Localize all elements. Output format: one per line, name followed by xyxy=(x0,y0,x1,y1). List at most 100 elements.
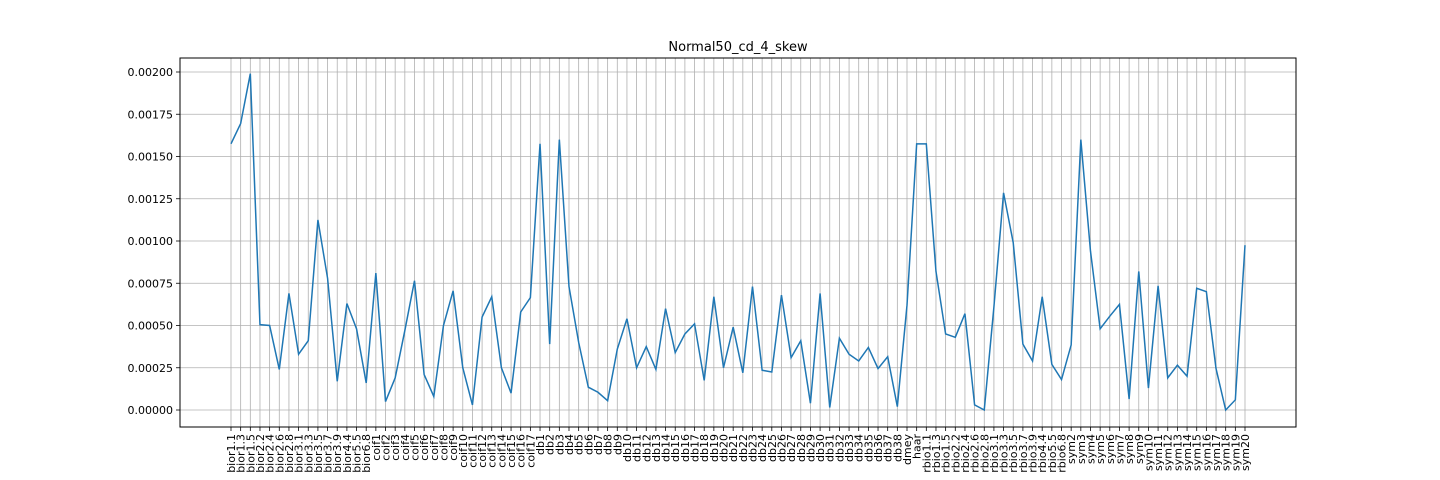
x-tick-label: bior3.1 xyxy=(293,434,306,473)
x-tick-label: sym7 xyxy=(1113,434,1126,464)
x-axis: bior1.1bior1.3bior1.5bior2.2bior2.4bior2… xyxy=(225,427,1252,473)
x-tick-label: sym8 xyxy=(1123,434,1136,464)
x-tick-label: coif3 xyxy=(389,434,402,461)
x-tick-label: rbio2.6 xyxy=(969,434,982,473)
x-tick-label: coif7 xyxy=(428,434,441,461)
x-tick-label: db13 xyxy=(650,434,663,462)
x-tick-label: db37 xyxy=(882,434,895,462)
x-tick-label: sym13 xyxy=(1171,434,1184,471)
x-tick-label: dmey xyxy=(901,434,914,465)
y-tick-label: 0.00025 xyxy=(128,362,174,375)
x-tick-label: db4 xyxy=(563,434,576,455)
x-tick-label: coif6 xyxy=(418,434,431,461)
x-tick-label: haar xyxy=(911,434,924,459)
x-tick-label: db20 xyxy=(718,434,731,462)
x-tick-label: db33 xyxy=(843,434,856,462)
x-tick-label: db34 xyxy=(853,434,866,462)
x-tick-label: db31 xyxy=(824,434,837,462)
x-tick-label: db3 xyxy=(553,434,566,455)
x-tick-label: db14 xyxy=(660,434,673,462)
x-tick-label: db24 xyxy=(756,434,769,462)
x-tick-label: db21 xyxy=(727,434,740,462)
x-tick-label: rbio2.8 xyxy=(978,434,991,473)
y-tick-label: 0.00050 xyxy=(128,320,174,333)
x-tick-label: coif2 xyxy=(380,434,393,461)
x-tick-label: sym5 xyxy=(1094,434,1107,464)
x-tick-label: rbio5.5 xyxy=(1046,434,1059,473)
x-tick-label: coif1 xyxy=(370,434,383,461)
x-tick-label: rbio3.9 xyxy=(1027,434,1040,473)
x-tick-label: rbio3.5 xyxy=(1007,434,1020,473)
x-tick-label: db5 xyxy=(573,434,586,455)
x-tick-label: sym14 xyxy=(1181,434,1194,471)
x-tick-label: sym3 xyxy=(1075,434,1088,464)
x-tick-label: bior1.3 xyxy=(235,434,248,473)
x-tick-label: rbio3.1 xyxy=(988,434,1001,473)
series-line xyxy=(230,73,1246,412)
x-tick-label: db18 xyxy=(698,434,711,462)
x-tick-label: rbio2.4 xyxy=(959,434,972,473)
x-tick-label: bior3.7 xyxy=(322,434,335,473)
x-tick-label: bior2.4 xyxy=(264,434,277,473)
x-tick-label: bior6.8 xyxy=(360,434,373,473)
x-tick-label: db26 xyxy=(775,434,788,462)
x-tick-label: db25 xyxy=(766,434,779,462)
x-tick-label: coif12 xyxy=(476,434,489,468)
x-tick-label: db30 xyxy=(814,434,827,462)
x-tick-label: sym16 xyxy=(1200,434,1213,471)
x-tick-label: db29 xyxy=(804,434,817,462)
x-tick-label: db12 xyxy=(640,434,653,462)
x-tick-label: sym17 xyxy=(1210,434,1223,471)
x-tick-label: sym6 xyxy=(1104,434,1117,464)
x-tick-label: rbio4.4 xyxy=(1036,434,1049,473)
x-tick-label: sym4 xyxy=(1084,434,1097,464)
x-tick-label: db6 xyxy=(582,434,595,455)
x-tick-label: sym2 xyxy=(1065,434,1078,464)
x-tick-label: bior5.5 xyxy=(351,434,364,473)
x-tick-label: bior3.5 xyxy=(312,434,325,473)
y-tick-label: 0.00075 xyxy=(128,277,174,290)
y-tick-label: 0.00100 xyxy=(128,235,174,248)
y-gridlines xyxy=(180,71,1296,411)
x-tick-label: coif9 xyxy=(447,434,460,461)
y-tick-label: 0.00000 xyxy=(128,404,174,417)
x-tick-label: coif8 xyxy=(437,434,450,461)
x-tick-label: rbio2.2 xyxy=(949,434,962,473)
x-tick-label: db8 xyxy=(602,434,615,455)
x-tick-label: db22 xyxy=(737,434,750,462)
x-tick-label: rbio6.8 xyxy=(1056,434,1069,473)
x-tick-label: sym9 xyxy=(1133,434,1146,464)
x-tick-label: coif13 xyxy=(486,434,499,468)
x-tick-label: db32 xyxy=(833,434,846,462)
x-tick-label: db27 xyxy=(785,434,798,462)
y-tick-label: 0.00125 xyxy=(128,193,174,206)
x-tick-label: bior2.2 xyxy=(254,434,267,473)
x-tick-label: sym15 xyxy=(1191,434,1204,471)
x-tick-label: sym12 xyxy=(1162,434,1175,471)
x-tick-label: db16 xyxy=(679,434,692,462)
x-tick-label: rbio1.3 xyxy=(930,434,943,473)
y-axis: 0.00000 0.00025 0.00050 0.00075 0.00100 0.001… xyxy=(128,66,180,417)
x-tick-label: sym18 xyxy=(1220,434,1233,471)
x-tick-label: coif17 xyxy=(524,434,537,468)
x-tick-label: sym20 xyxy=(1239,434,1252,471)
x-tick-label: db10 xyxy=(621,434,634,462)
x-tick-label: db2 xyxy=(544,434,557,455)
x-tick-label: db7 xyxy=(592,434,605,455)
x-tick-label: coif10 xyxy=(457,434,470,468)
x-tick-label: bior1.1 xyxy=(225,434,238,473)
y-tick-label: 0.00175 xyxy=(128,108,174,121)
x-tick-label: bior2.6 xyxy=(273,434,286,473)
x-tick-label: coif4 xyxy=(399,434,412,461)
x-tick-label: db1 xyxy=(534,434,547,455)
x-tick-label: db9 xyxy=(611,434,624,455)
x-tick-label: coif15 xyxy=(505,434,518,468)
x-tick-label: bior3.9 xyxy=(331,434,344,473)
x-tick-label: sym19 xyxy=(1229,434,1242,471)
x-tick-label: bior3.3 xyxy=(302,434,315,473)
y-tick-label: 0.00150 xyxy=(128,151,174,164)
x-tick-label: sym10 xyxy=(1142,434,1155,471)
x-tick-label: sym11 xyxy=(1152,434,1165,471)
x-tick-label: bior1.5 xyxy=(244,434,257,473)
x-tick-label: db36 xyxy=(872,434,885,462)
